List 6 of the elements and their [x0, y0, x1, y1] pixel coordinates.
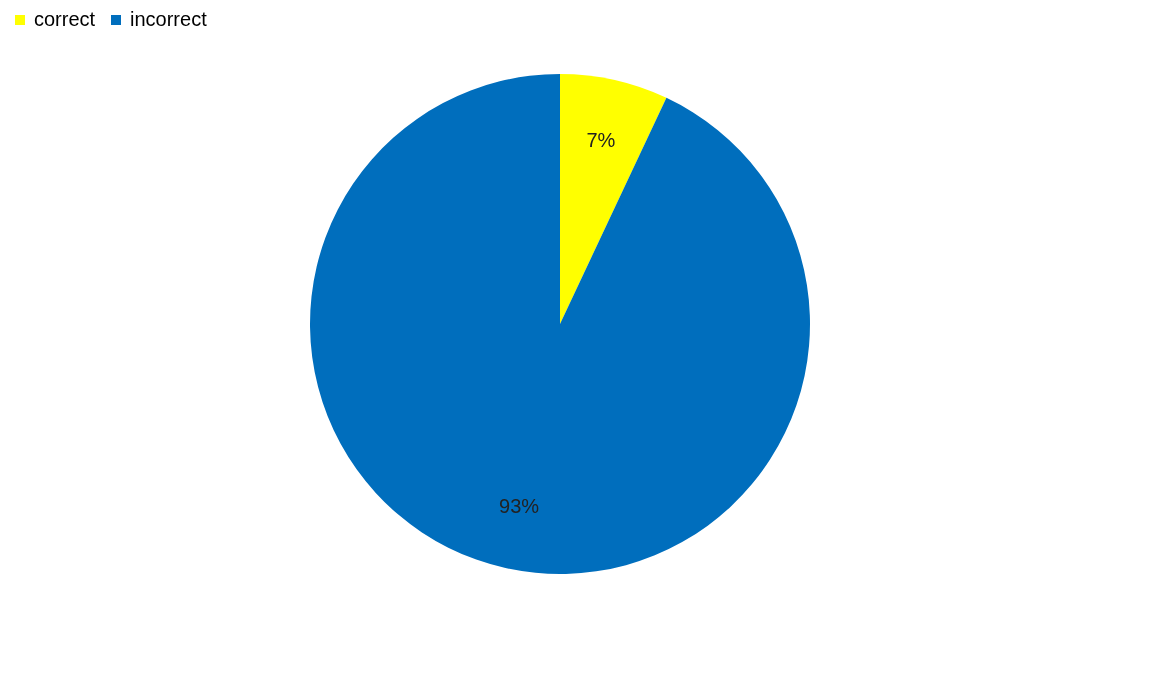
legend-label: correct [34, 8, 96, 30]
pie-slice [560, 74, 667, 324]
legend-label: incorrect [130, 8, 208, 30]
data-label: 93% [499, 494, 540, 517]
data-label: 7% [586, 129, 616, 152]
pie-slice [310, 74, 810, 574]
